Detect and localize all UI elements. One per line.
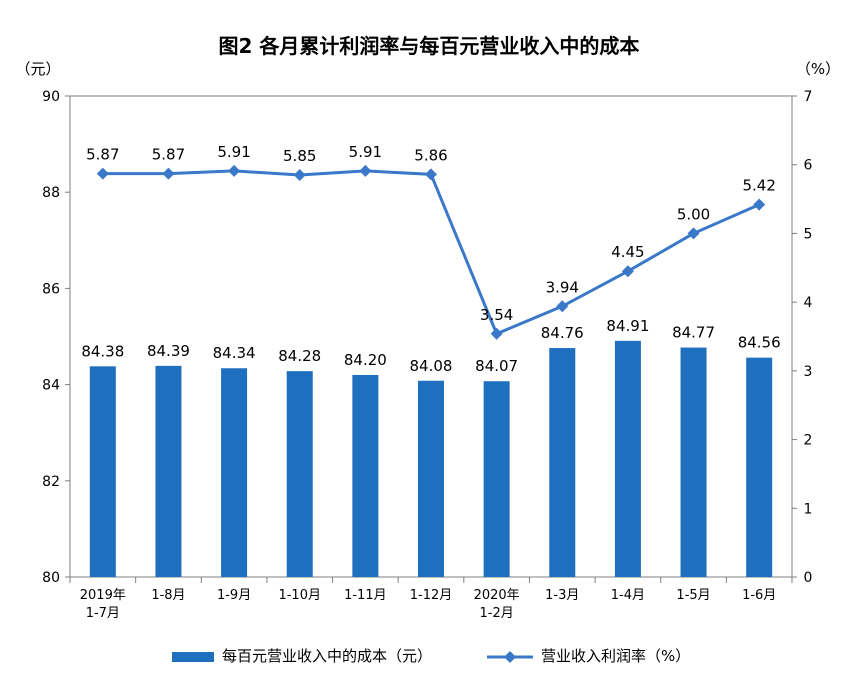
profit-margin-value-label: 5.86 <box>414 146 447 164</box>
left-axis-tick-label: 88 <box>42 185 60 201</box>
profit-margin-value-label: 3.54 <box>480 306 513 324</box>
profit-margin-point <box>753 198 766 211</box>
cost-bar-value-label: 84.28 <box>278 347 321 365</box>
cost-bar-value-label: 84.07 <box>475 357 518 375</box>
profit-margin-point <box>425 168 437 181</box>
cost-bar <box>680 347 707 577</box>
profit-margin-value-label: 5.42 <box>742 177 775 195</box>
profit-margin-value-label: 5.91 <box>217 143 250 161</box>
profit-margin-point <box>490 327 503 340</box>
cost-bar-value-label: 84.91 <box>606 317 649 335</box>
cost-bar-value-label: 84.08 <box>410 357 453 375</box>
x-axis-tick-label: 1-11月 <box>344 588 387 603</box>
profit-margin-point <box>621 265 634 278</box>
cost-bar-value-label: 84.76 <box>541 324 584 342</box>
cost-bar-value-label: 84.20 <box>344 351 387 369</box>
profit-margin-value-label: 5.85 <box>283 147 316 165</box>
left-axis-tick-label: 84 <box>42 378 60 394</box>
x-axis-tick-label: 1-7月 <box>86 606 120 621</box>
cost-bar <box>221 368 248 577</box>
cost-bar <box>286 371 313 577</box>
x-axis-tick-label: 1-2月 <box>480 606 514 621</box>
left-axis-tick-label: 86 <box>42 281 60 297</box>
cost-bar-value-label: 84.34 <box>213 344 256 362</box>
cost-bar-value-label: 84.39 <box>147 342 190 360</box>
right-axis-tick-label: 5 <box>804 226 813 242</box>
right-axis-tick-label: 2 <box>804 433 813 449</box>
profit-margin-point <box>293 169 306 182</box>
cost-bar-value-label: 84.56 <box>738 334 781 352</box>
left-axis-tick-label: 80 <box>42 570 60 586</box>
profit-margin-value-label: 5.00 <box>677 205 710 223</box>
cost-bar <box>418 380 444 577</box>
profit-margin-point <box>96 167 109 180</box>
right-axis-unit: （%） <box>796 60 840 78</box>
legend-bar-label: 每百元营业收入中的成本（元） <box>222 647 432 665</box>
x-axis-tick-label: 1-12月 <box>410 588 453 603</box>
cost-bar-value-label: 84.77 <box>672 324 715 342</box>
x-axis-tick-label: 1-3月 <box>545 588 579 603</box>
right-axis-tick-label: 7 <box>804 89 813 105</box>
cost-bar <box>614 340 641 577</box>
x-axis-tick-label: 1-6月 <box>742 588 776 603</box>
profit-margin-value-label: 3.94 <box>546 278 579 296</box>
left-axis-tick-label: 82 <box>42 474 60 490</box>
cost-bar <box>549 348 576 577</box>
cost-bar <box>483 381 510 577</box>
chart-title: 图2 各月累计利润率与每百元营业收入中的成本 <box>218 34 640 58</box>
right-axis-tick-label: 6 <box>804 158 813 174</box>
x-axis-tick-label: 1-9月 <box>217 588 251 603</box>
cost-bar <box>89 366 116 577</box>
cost-bar <box>352 374 379 577</box>
profit-margin-line <box>102 169 760 336</box>
profit-margin-value-label: 5.91 <box>349 143 382 161</box>
legend-bar-swatch <box>172 652 214 662</box>
cost-bar-value-label: 84.38 <box>81 342 124 360</box>
legend-line-marker <box>504 651 516 663</box>
x-axis-tick-label: 1-4月 <box>611 588 645 603</box>
left-axis-unit: （元） <box>15 60 60 78</box>
profit-margin-value-label: 5.87 <box>152 146 185 164</box>
right-axis-tick-label: 1 <box>804 501 813 517</box>
profit-margin-point <box>228 164 241 177</box>
right-axis-tick-label: 3 <box>804 364 813 380</box>
cost-bar <box>746 357 773 577</box>
x-axis-tick-label: 2020年 <box>474 588 520 603</box>
profit-margin-value-label: 5.87 <box>86 146 119 164</box>
cost-bar <box>155 365 182 577</box>
profit-margin-point <box>556 300 569 313</box>
profit-margin-value-label: 4.45 <box>611 243 644 261</box>
legend-line-label: 营业收入利润率（%） <box>541 647 690 665</box>
left-axis-tick-label: 90 <box>42 89 60 105</box>
x-axis-tick-label: 1-8月 <box>151 588 185 603</box>
profit-margin-point <box>359 164 372 177</box>
right-axis-tick-label: 4 <box>804 295 813 311</box>
x-axis-tick-label: 1-5月 <box>676 588 710 603</box>
x-axis-tick-label: 2019年 <box>80 588 126 603</box>
profit-margin-point <box>162 167 175 180</box>
x-axis-tick-label: 1-10月 <box>278 588 321 603</box>
profit-margin-point <box>687 227 700 240</box>
right-axis-tick-label: 0 <box>804 570 813 586</box>
